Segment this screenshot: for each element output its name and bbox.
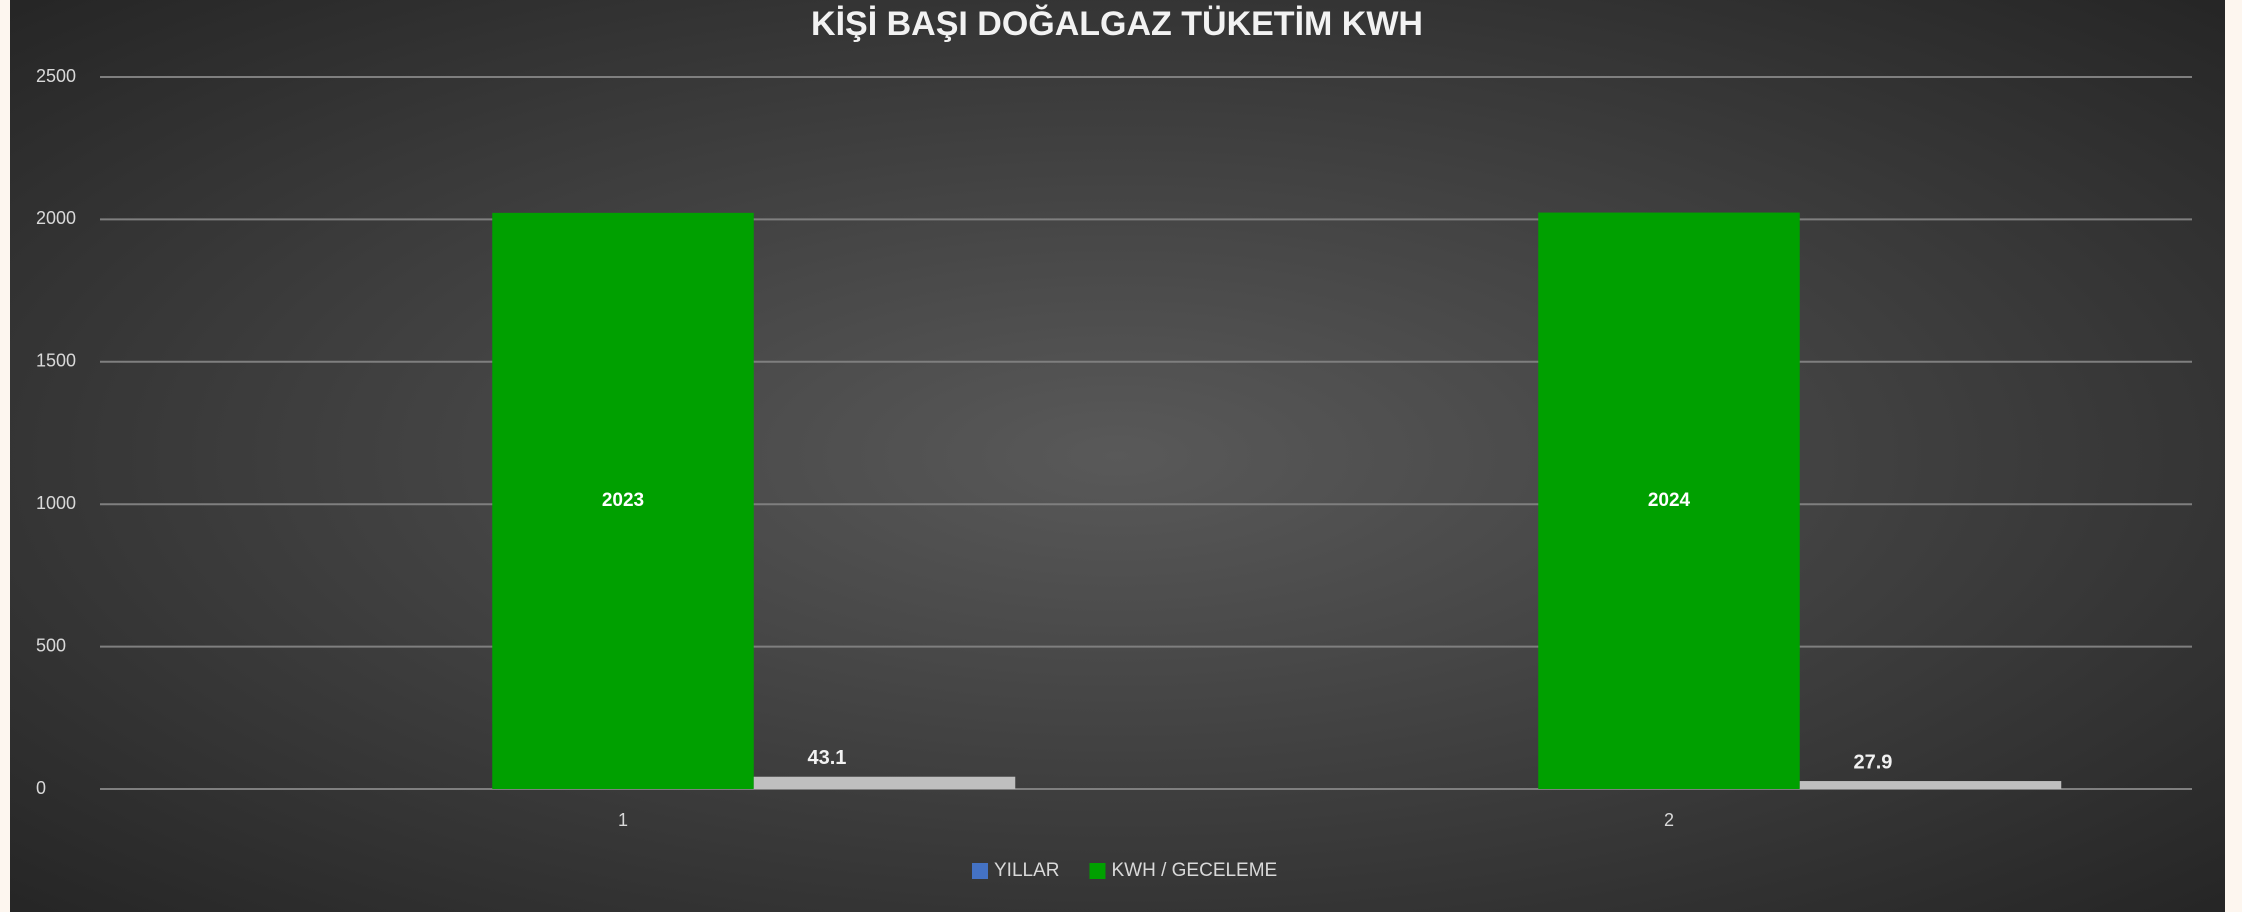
y-tick-label: 1500 [36, 351, 76, 371]
y-tick-label: 500 [36, 635, 66, 655]
y-tick-label: 2500 [36, 66, 76, 86]
legend-swatch [1089, 863, 1106, 879]
legend-label: YILLAR [994, 860, 1059, 881]
chart-background [10, 0, 2225, 912]
x-tick-label: 1 [618, 810, 628, 830]
y-tick-label: 1000 [36, 493, 76, 513]
data-label: 2024 [1648, 490, 1691, 511]
data-label: 27.9 [1854, 751, 1893, 773]
bar [492, 212, 754, 789]
chart-title: KİŞİ BAŞI DOĞALGAZ TÜKETİM KWH [811, 5, 1423, 43]
legend-swatch [972, 863, 988, 879]
data-label: 43.1 [808, 747, 847, 769]
data-label: 2023 [602, 490, 644, 511]
bar [753, 776, 1016, 789]
bar [1538, 212, 1800, 789]
y-tick-label: 2000 [36, 208, 76, 228]
bar [1799, 781, 2062, 789]
legend-label: KWH / GECELEME [1111, 860, 1277, 881]
y-tick-label: 0 [36, 778, 46, 798]
x-tick-label: 2 [1664, 810, 1674, 830]
